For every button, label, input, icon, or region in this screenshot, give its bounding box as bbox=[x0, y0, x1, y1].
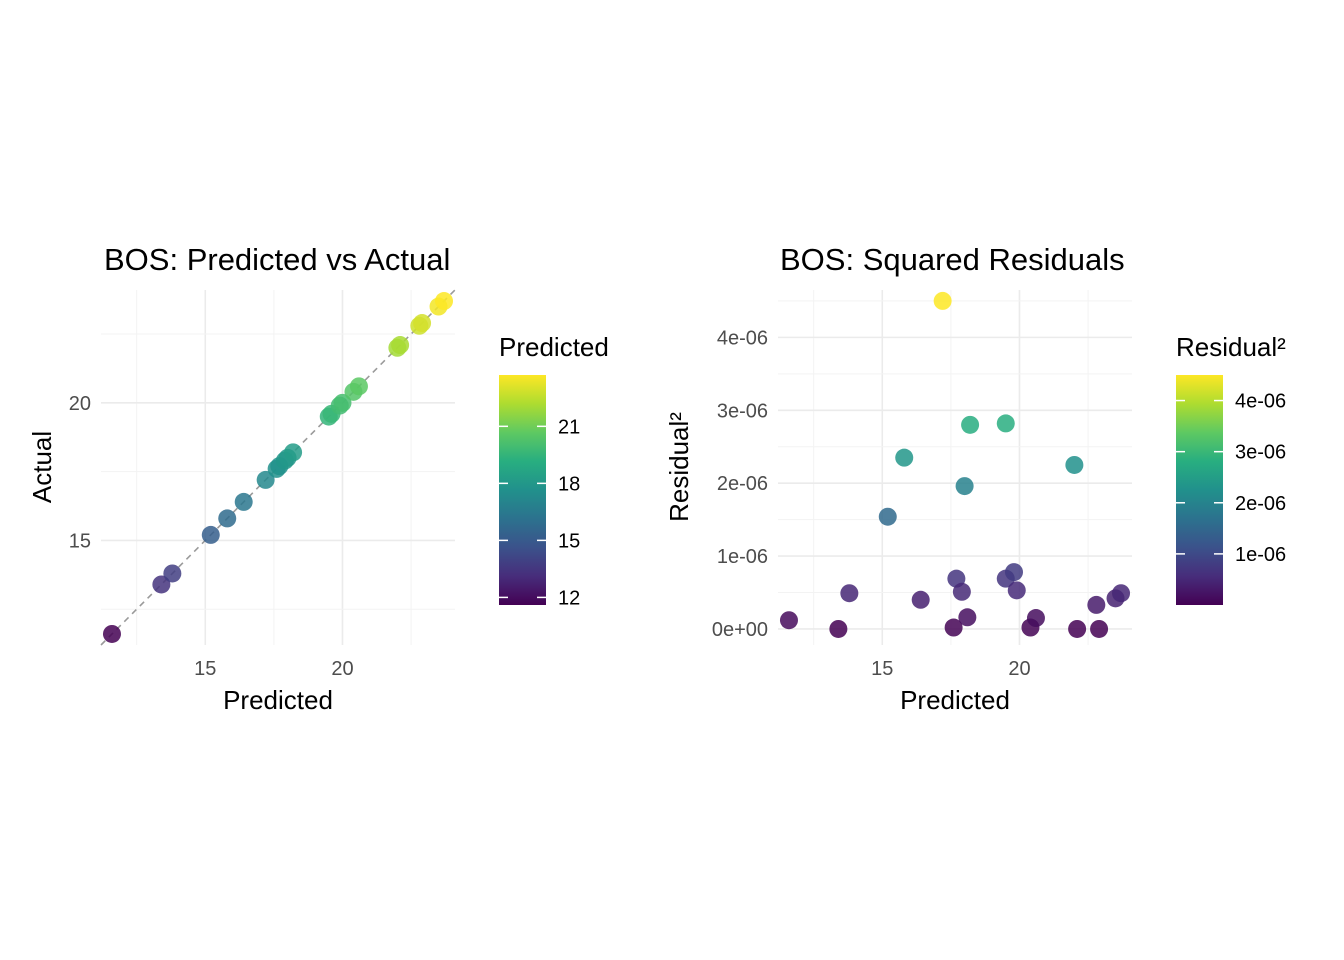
panel1-data-point bbox=[234, 492, 253, 511]
panel2-y-tick-label: 4e-06 bbox=[717, 327, 768, 349]
panel2-data-point bbox=[1068, 619, 1087, 638]
panel2-data-point bbox=[1007, 581, 1026, 600]
panel1-y-tick-label: 15 bbox=[69, 530, 91, 552]
panel1-colorbar-tick-label: 12 bbox=[558, 587, 580, 609]
panel2-data-point bbox=[829, 619, 848, 638]
panel1-data-point bbox=[413, 314, 432, 333]
panel1-colorbar-ticks: 12 15 18 21 bbox=[499, 416, 580, 609]
panel2-data-point bbox=[840, 584, 859, 603]
panel2-data-point bbox=[1112, 584, 1131, 603]
panel1-title: BOS: Predicted vs Actual bbox=[104, 242, 450, 277]
panel2-colorbar-tick-label: 4e-06 bbox=[1235, 391, 1286, 413]
panel2-data-point bbox=[779, 611, 798, 630]
panel2-data-point bbox=[1026, 609, 1045, 628]
panel2-data-point bbox=[1005, 563, 1023, 582]
panel-squared-residuals: BOS: Squared Residuals 15 20 0e+001e-062e… bbox=[664, 242, 1286, 715]
panel2-colorbar-tick-label: 1e-06 bbox=[1235, 544, 1286, 566]
panel2-x-tick-labels: 15 20 bbox=[871, 658, 1030, 680]
panel1-y-tick-label: 20 bbox=[69, 393, 91, 415]
panel1-x-tick-labels: 15 20 bbox=[194, 658, 353, 680]
panel2-x-tick-label: 15 bbox=[871, 658, 893, 680]
panel1-colorbar-tick-label: 18 bbox=[558, 473, 580, 495]
panel2-points bbox=[779, 291, 1131, 638]
panel1-data-point bbox=[218, 509, 237, 528]
panel2-data-point bbox=[961, 415, 980, 434]
panel2-colorbar-tick-label: 3e-06 bbox=[1235, 442, 1286, 464]
panel2-data-point bbox=[1087, 595, 1106, 614]
panel2-gridlines bbox=[778, 290, 1132, 645]
panel1-data-point bbox=[152, 575, 171, 594]
panel2-data-point bbox=[1090, 619, 1109, 638]
panel1-x-tick-label: 20 bbox=[331, 658, 353, 680]
panel2-x-axis-title: Predicted bbox=[900, 685, 1010, 715]
panel1-legend: Predicted 12 15 18 21 bbox=[499, 332, 609, 609]
panel1-x-axis-title: Predicted bbox=[223, 685, 333, 715]
panel2-y-tick-label: 1e-06 bbox=[717, 546, 768, 568]
panel2-y-tick-label: 3e-06 bbox=[717, 400, 768, 422]
panel2-data-point bbox=[958, 608, 977, 627]
panel2-y-tick-labels: 0e+00 1e-06 2e-06 3e-06 4e-06 bbox=[712, 327, 768, 641]
panel1-data-point bbox=[163, 564, 182, 583]
panel1-data-point bbox=[349, 377, 368, 396]
panel2-y-tick-label: 2e-06 bbox=[717, 473, 768, 495]
panel1-data-point bbox=[201, 525, 220, 544]
panel1-data-point bbox=[256, 470, 275, 489]
panel1-gridlines bbox=[101, 290, 455, 645]
panel2-colorbar bbox=[1176, 375, 1223, 605]
panel2-y-axis-title: Residual² bbox=[664, 412, 694, 522]
panel1-data-point bbox=[435, 292, 454, 311]
panel1-x-tick-label: 15 bbox=[194, 658, 216, 680]
panel2-data-point bbox=[955, 477, 974, 496]
panel2-data-point bbox=[1065, 455, 1084, 474]
panel2-colorbar-tick-label: 2e-06 bbox=[1235, 493, 1286, 515]
panel2-x-tick-label: 20 bbox=[1008, 658, 1030, 680]
panel1-colorbar-tick-label: 15 bbox=[558, 530, 580, 552]
panel1-data-point bbox=[284, 443, 303, 462]
panel2-data-point bbox=[895, 448, 914, 467]
panel1-y-axis-title: Actual bbox=[27, 431, 57, 503]
panel1-data-point bbox=[333, 393, 352, 412]
panel2-data-point bbox=[933, 291, 952, 310]
panel1-data-point bbox=[102, 624, 121, 643]
panel2-y-tick-label: 0e+00 bbox=[712, 619, 768, 641]
panel1-points bbox=[102, 292, 454, 643]
panel2-colorbar-ticks: 1e-06 2e-06 3e-06 4e-06 bbox=[1176, 391, 1286, 566]
panel2-legend-title: Residual² bbox=[1176, 332, 1286, 362]
panel2-data-point bbox=[952, 582, 971, 601]
panel2-data-point bbox=[911, 590, 930, 609]
panel2-data-point bbox=[996, 414, 1015, 433]
panel1-legend-title: Predicted bbox=[499, 332, 609, 362]
panel2-title: BOS: Squared Residuals bbox=[780, 242, 1125, 277]
panel1-colorbar-tick-label: 21 bbox=[558, 416, 580, 438]
panel1-data-point bbox=[391, 336, 410, 355]
panel2-data-point bbox=[878, 507, 897, 526]
panel2-data-point bbox=[944, 618, 963, 637]
panel1-colorbar bbox=[499, 375, 546, 605]
panel2-legend: Residual² 1e-06 2e-06 3e-06 4e-06 bbox=[1176, 332, 1286, 605]
